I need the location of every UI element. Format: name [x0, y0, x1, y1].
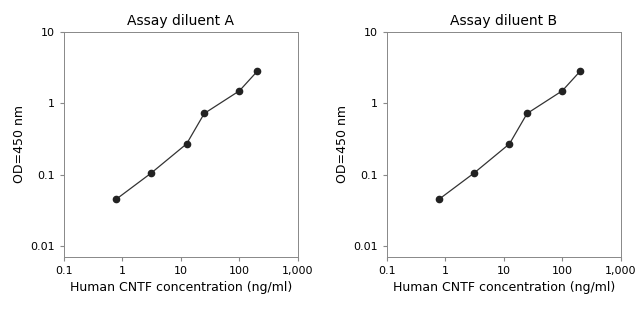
- Y-axis label: OD=450 nm: OD=450 nm: [13, 106, 26, 183]
- Y-axis label: OD=450 nm: OD=450 nm: [336, 106, 349, 183]
- X-axis label: Human CNTF concentration (ng/ml): Human CNTF concentration (ng/ml): [70, 282, 292, 294]
- Title: Assay diluent A: Assay diluent A: [127, 14, 234, 28]
- X-axis label: Human CNTF concentration (ng/ml): Human CNTF concentration (ng/ml): [393, 282, 615, 294]
- Title: Assay diluent B: Assay diluent B: [451, 14, 557, 28]
